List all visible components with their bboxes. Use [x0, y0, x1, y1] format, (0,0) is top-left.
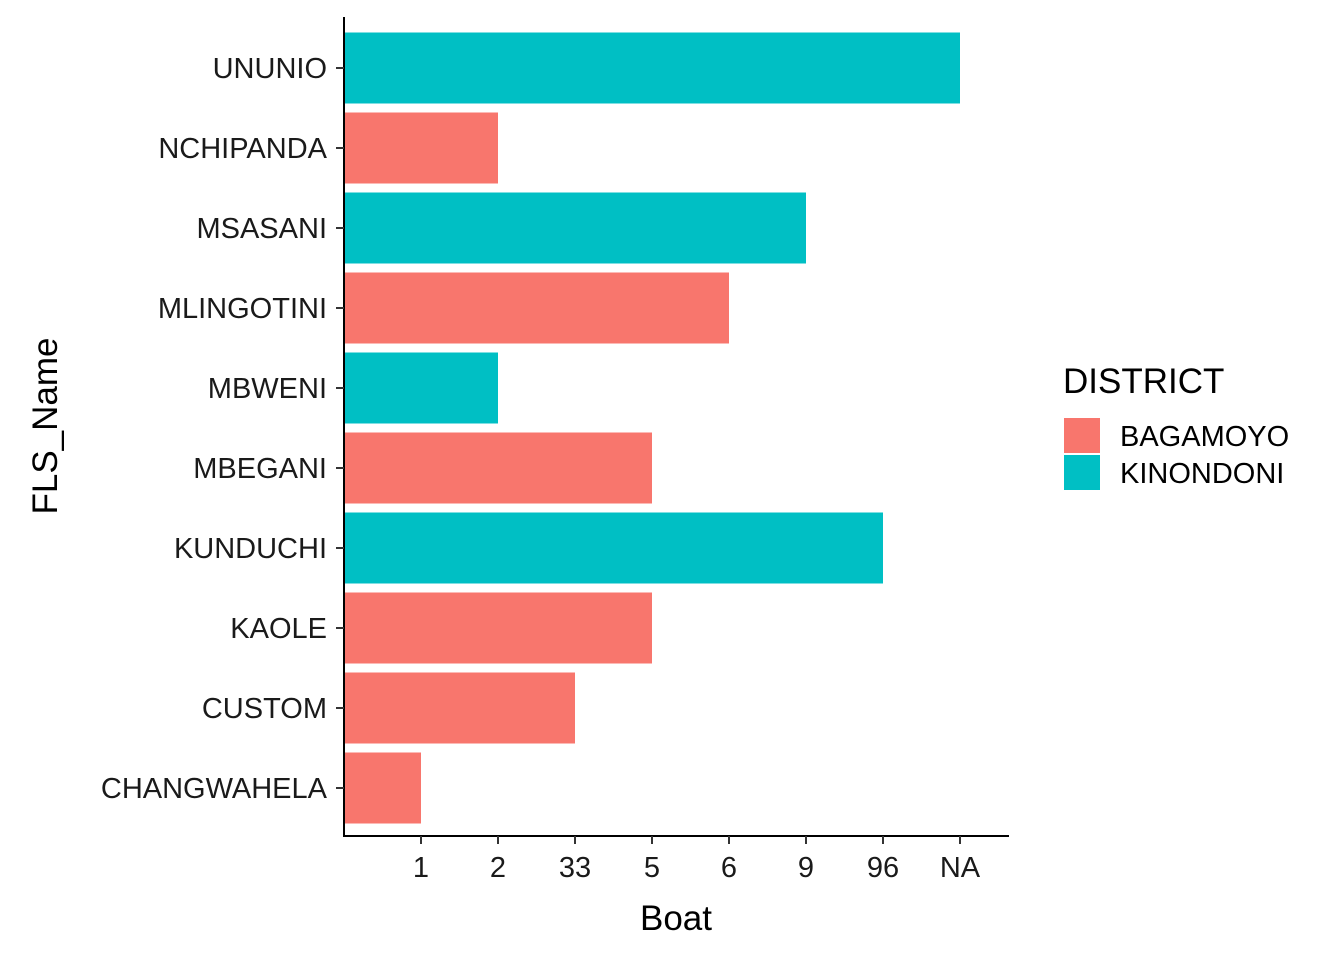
bar-mlingotini [344, 272, 729, 344]
bar-changwahela [344, 752, 421, 824]
bars [344, 32, 960, 824]
y-tick-label: CHANGWAHELA [101, 773, 328, 805]
bar-nchipanda [344, 112, 498, 184]
y-tick-label: MLINGOTINI [158, 293, 327, 325]
legend-items: BAGAMOYO KINONDONI [1064, 418, 1289, 490]
bar-ununio [344, 32, 960, 104]
y-tick-label: NCHIPANDA [158, 133, 327, 165]
x-tick-label: NA [940, 852, 981, 884]
x-tick-label: 1 [413, 852, 429, 884]
bar-mbegani [344, 432, 652, 504]
x-tick-label: 5 [644, 852, 660, 884]
y-tick-label: CUSTOM [202, 693, 327, 725]
legend-label: BAGAMOYO [1120, 421, 1289, 453]
y-tick-label: KAOLE [230, 613, 327, 645]
legend-key-bagamoyo [1064, 418, 1100, 453]
y-axis-title: FLS_Name [26, 337, 65, 514]
x-tick-label: 96 [867, 852, 899, 884]
y-axis: CHANGWAHELA CUSTOM KAOLE KUNDUCHI MBEGANI MBW… [101, 17, 345, 836]
bar-kaole [344, 592, 652, 664]
x-tick-label: 9 [798, 852, 814, 884]
y-tick-label: MBEGANI [193, 453, 327, 485]
bar-custom [344, 672, 575, 744]
x-tick-label: 2 [490, 852, 506, 884]
legend-title: DISTRICT [1063, 362, 1224, 401]
y-tick-label: MSASANI [196, 213, 327, 245]
y-tick-label: KUNDUCHI [174, 533, 327, 565]
legend-key-kinondoni [1064, 455, 1100, 490]
x-axis-title: Boat [640, 899, 712, 938]
x-tick-label: 33 [559, 852, 591, 884]
legend-label: KINONDONI [1120, 458, 1284, 490]
y-tick-label: UNUNIO [213, 53, 327, 85]
x-tick-label: 6 [721, 852, 737, 884]
bar-kunduchi [344, 512, 883, 584]
bar-mbweni [344, 352, 498, 424]
bar-msasani [344, 192, 806, 264]
y-tick-label: MBWENI [208, 373, 327, 405]
legend: DISTRICT BAGAMOYO KINONDONI [1063, 362, 1289, 490]
x-axis: 1 2 33 5 6 9 96 NA [343, 835, 1009, 884]
